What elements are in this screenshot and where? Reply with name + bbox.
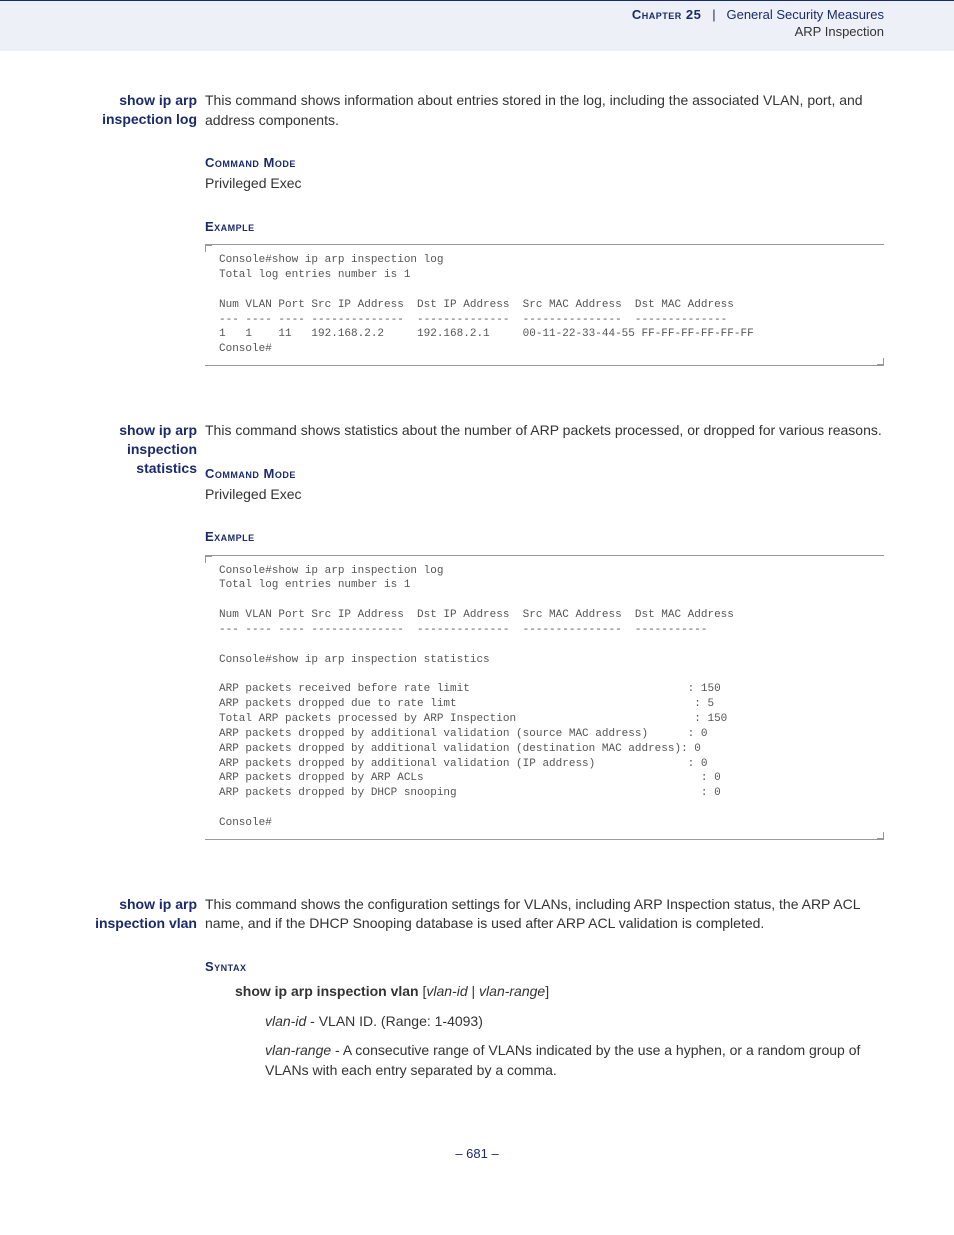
syntax-vlan-id-desc: vlan-id - VLAN ID. (Range: 1-4093) [235, 1012, 874, 1032]
command-name-col: show ip arp inspection vlan [70, 895, 205, 933]
syntax-bracket-close: ] [545, 983, 549, 999]
command-description: This command shows the configuration set… [205, 895, 884, 934]
command-mode-value: Privileged Exec [205, 485, 884, 505]
section-inspection-vlan: show ip arp inspection vlan This command… [70, 895, 884, 1091]
command-description: This command shows information about ent… [205, 91, 884, 130]
syntax-label: Syntax [205, 958, 884, 976]
command-mode-label: Command Mode [205, 465, 884, 483]
example-label: Example [205, 528, 884, 546]
section-row: show ip arp inspection vlan This command… [70, 895, 884, 1091]
command-mode-value: Privileged Exec [205, 174, 884, 194]
header-line-1: Chapter 25 | General Security Measures [0, 7, 884, 22]
syntax-param-desc: - VLAN ID. (Range: 1-4093) [306, 1013, 483, 1029]
section-row: show ip arp inspection log This command … [70, 91, 884, 366]
syntax-body: show ip arp inspection vlan [vlan-id | v… [205, 982, 884, 1080]
syntax-command: show ip arp inspection vlan [235, 983, 419, 999]
section-row: show ip arp inspection statistics This c… [70, 421, 884, 840]
page-content: show ip arp inspection log This command … [0, 51, 954, 1181]
header-separator: | [705, 7, 723, 22]
command-name: show ip arp inspection vlan [70, 895, 197, 933]
page: Chapter 25 | General Security Measures A… [0, 0, 954, 1235]
command-name: show ip arp inspection statistics [70, 421, 197, 478]
section-body: This command shows statistics about the … [205, 421, 884, 840]
command-name-col: show ip arp inspection log [70, 91, 205, 129]
command-name-col: show ip arp inspection statistics [70, 421, 205, 478]
syntax-param-name: vlan-id [265, 1013, 306, 1029]
command-name: show ip arp inspection log [70, 91, 197, 129]
example-code: Console#show ip arp inspection log Total… [205, 555, 884, 840]
section-inspection-log: show ip arp inspection log This command … [70, 91, 884, 366]
example-code: Console#show ip arp inspection log Total… [205, 244, 884, 366]
header-subtitle: ARP Inspection [0, 24, 884, 39]
syntax-arg-vlan-range: vlan-range [479, 983, 545, 999]
section-inspection-statistics: show ip arp inspection statistics This c… [70, 421, 884, 840]
page-number: – 681 – [70, 1146, 884, 1181]
chapter-label: Chapter 25 [632, 7, 701, 22]
command-mode-label: Command Mode [205, 154, 884, 172]
header-title: General Security Measures [726, 7, 884, 22]
syntax-arg-vlan-id: vlan-id [426, 983, 467, 999]
syntax-param-name: vlan-range [265, 1042, 331, 1058]
section-body: This command shows information about ent… [205, 91, 884, 366]
page-header: Chapter 25 | General Security Measures A… [0, 0, 954, 51]
syntax-param-desc: - A consecutive range of VLANs indicated… [265, 1042, 860, 1078]
syntax-command-line: show ip arp inspection vlan [vlan-id | v… [235, 982, 874, 1002]
syntax-vlan-range-desc: vlan-range - A consecutive range of VLAN… [235, 1041, 874, 1080]
syntax-pipe: | [468, 983, 479, 999]
example-label: Example [205, 218, 884, 236]
section-body: This command shows the configuration set… [205, 895, 884, 1091]
command-description: This command shows statistics about the … [205, 421, 884, 441]
